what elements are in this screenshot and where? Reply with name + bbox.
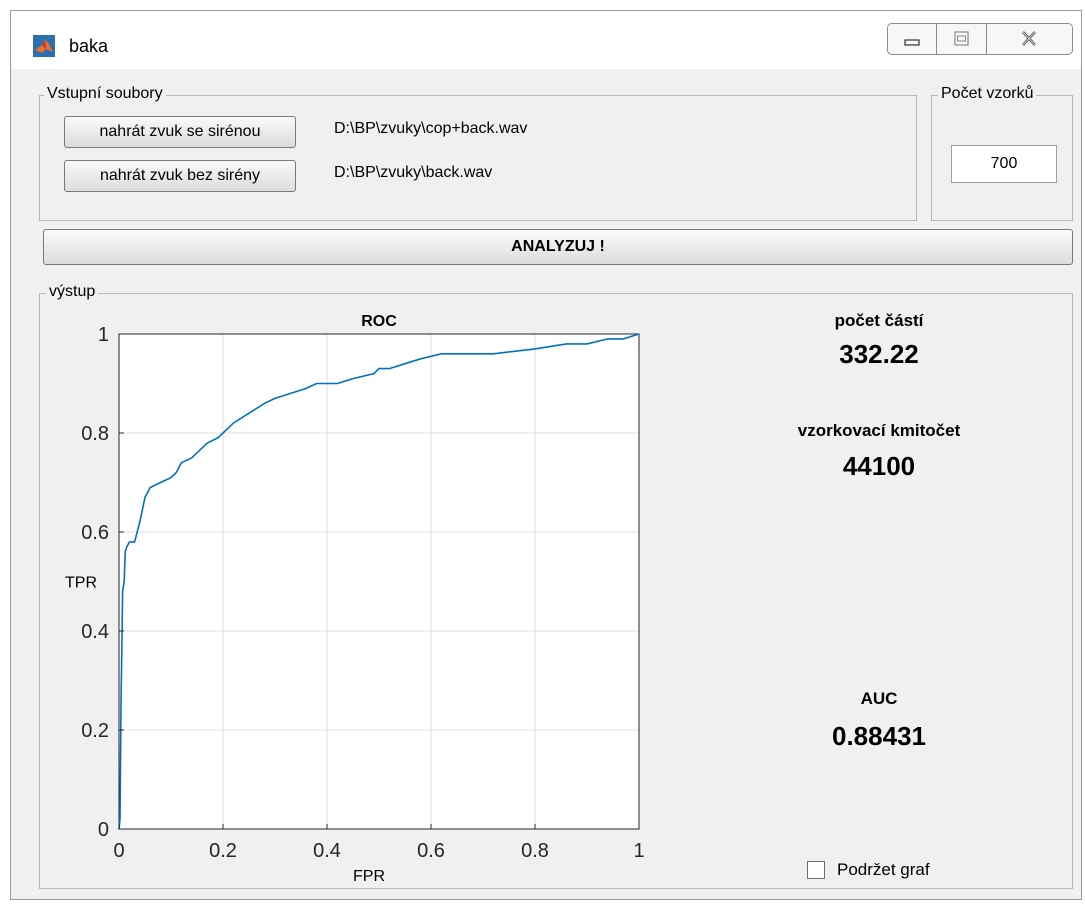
y-ticks: 0 0.2 0.4 0.6 0.8 1	[81, 324, 124, 841]
close-icon	[1022, 31, 1036, 46]
auc-label: AUC	[860, 689, 898, 708]
samples-count-input[interactable]: 700	[951, 145, 1057, 183]
samples-group-title: Počet vzorků	[938, 85, 1037, 103]
client-area: Vstupní soubory nahrát zvuk se sirénou D…	[19, 69, 1075, 893]
auc-value: 0.88431	[832, 721, 926, 751]
maximize-icon	[954, 31, 969, 46]
y-tick-label: 1	[98, 324, 109, 346]
y-tick-label: 0.8	[81, 423, 109, 445]
load-siren-button[interactable]: nahrát zvuk se sirénou	[64, 116, 296, 148]
chart-grid	[118, 333, 640, 830]
x-tick-label: 0.4	[313, 840, 341, 862]
input-files-group: Vstupní soubory nahrát zvuk se sirénou D…	[39, 85, 917, 221]
y-tick-label: 0.4	[81, 621, 109, 643]
matlab-icon	[33, 35, 55, 57]
plot-area	[118, 333, 640, 830]
close-button[interactable]	[987, 23, 1073, 55]
output-group-title: výstup	[46, 283, 99, 301]
x-ticks: 0 0.2 0.4 0.6 0.8 1	[113, 824, 645, 862]
title-bar: baka	[11, 11, 1081, 69]
window-title: baka	[69, 36, 109, 56]
parts-label: počet částí	[834, 311, 924, 330]
app-window: baka Vstupní soubory nahrát zvuk se siré…	[10, 10, 1082, 900]
hold-graph-checkbox[interactable]	[807, 861, 825, 879]
window-controls	[887, 23, 1073, 55]
x-tick-label: 0.8	[521, 840, 549, 862]
x-axis-label: FPR	[353, 868, 385, 885]
roc-series-line	[118, 333, 640, 830]
y-tick-label: 0	[98, 819, 109, 841]
nosiren-file-path: D:\BP\zvuky\back.wav	[334, 164, 493, 181]
input-files-group-title: Vstupní soubory	[44, 85, 166, 103]
x-tick-label: 0.2	[209, 840, 237, 862]
maximize-button[interactable]	[937, 23, 987, 55]
x-tick-label: 0	[113, 840, 124, 862]
hold-graph-label: Podržet graf	[837, 860, 930, 879]
y-axis-label: TPR	[65, 575, 97, 592]
minimize-button[interactable]	[887, 23, 937, 55]
samples-group: Počet vzorků 700	[931, 85, 1073, 221]
y-tick-label: 0.6	[81, 522, 109, 544]
minimize-icon	[904, 39, 920, 46]
x-tick-label: 0.6	[417, 840, 445, 862]
sampling-rate-label: vzorkovací kmitočet	[797, 421, 961, 440]
siren-file-path: D:\BP\zvuky\cop+back.wav	[334, 120, 528, 137]
analyze-button[interactable]: ANALYZUJ !	[43, 229, 1073, 265]
chart-title: ROC	[361, 313, 397, 330]
roc-chart: 0 0.2 0.4 0.6 0.8 1 0 0.2 0.4 0.6 0.8 1 ROC FPR TP…	[65, 313, 645, 885]
sampling-rate-value: 44100	[842, 451, 916, 481]
x-tick-label: 1	[633, 840, 644, 862]
parts-value: 332.22	[839, 339, 919, 369]
y-tick-label: 0.2	[81, 720, 109, 742]
output-group: výstup	[39, 283, 1073, 889]
plot-background	[119, 334, 639, 829]
load-nosiren-button[interactable]: nahrát zvuk bez sirény	[64, 160, 296, 192]
